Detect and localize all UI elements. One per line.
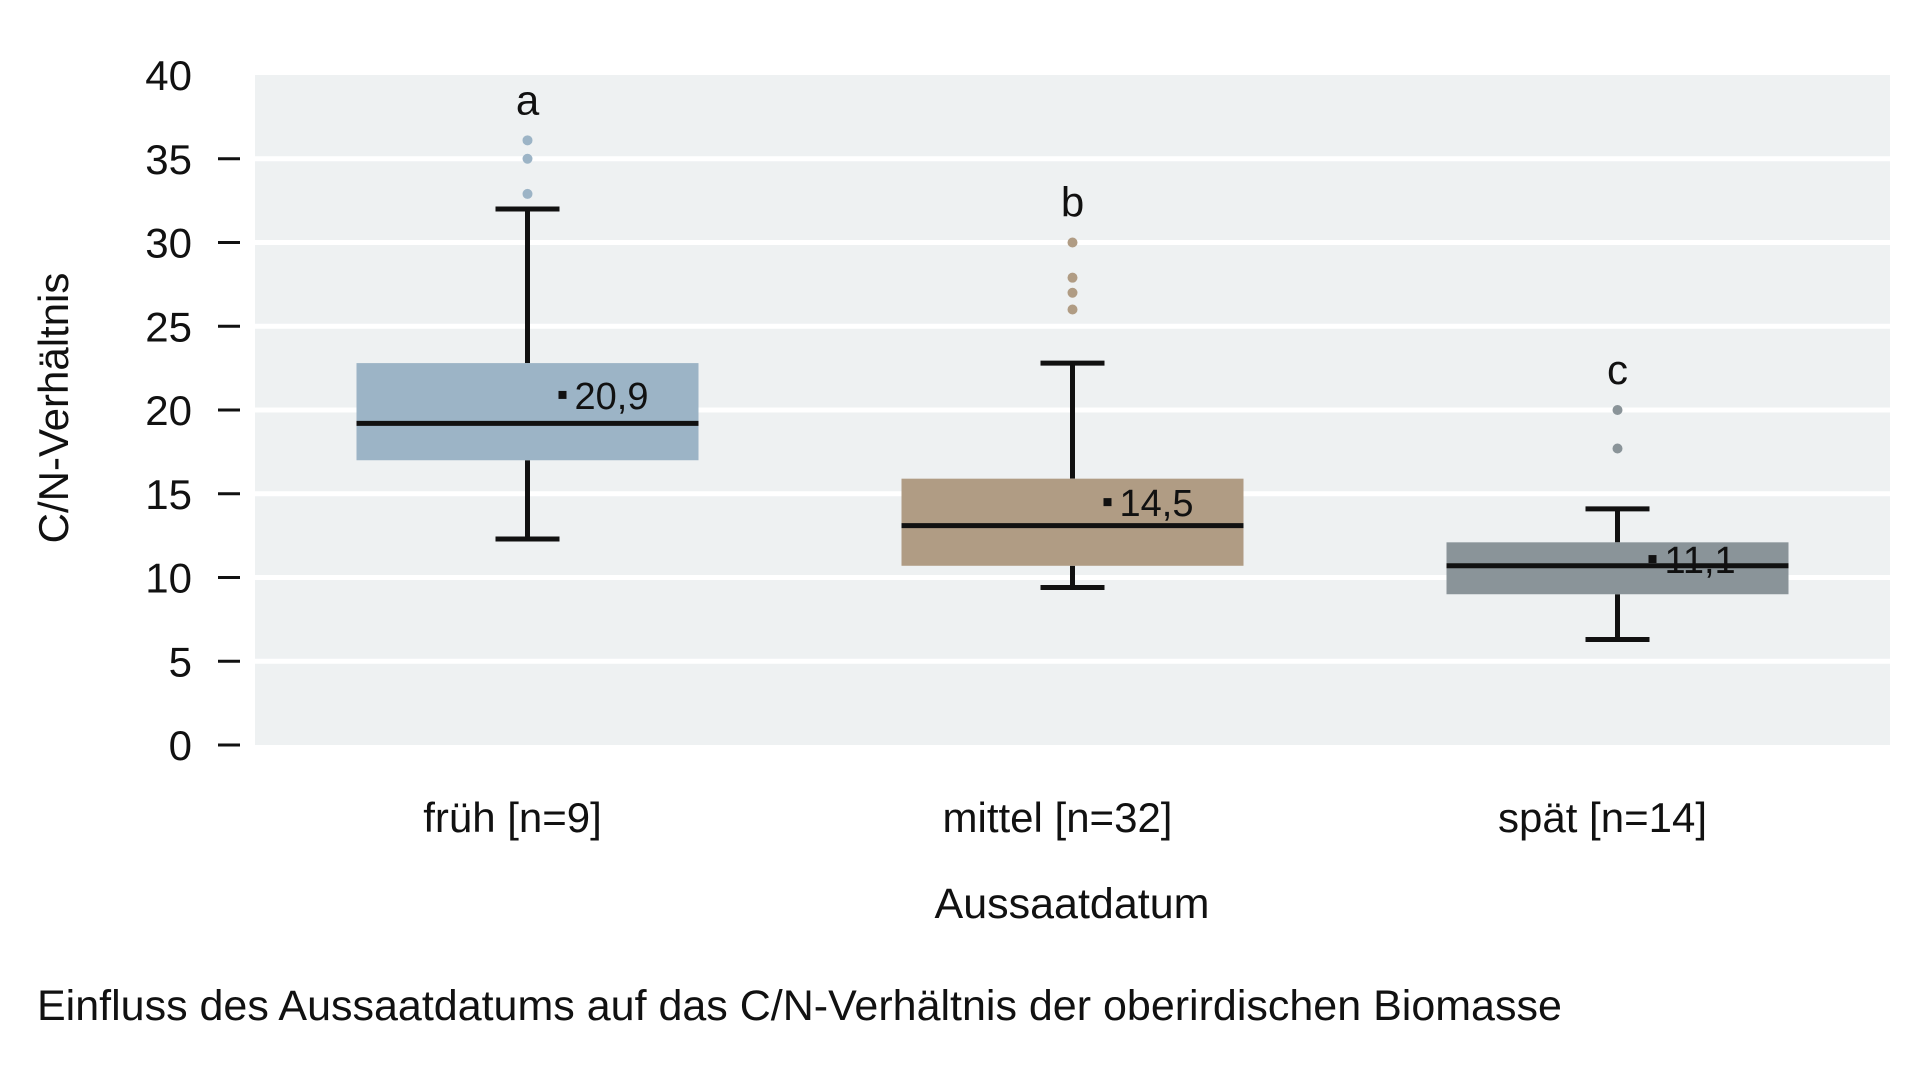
outlier-point (1067, 237, 1078, 248)
y-tick-label: 25 (145, 303, 192, 350)
box-iqr (901, 478, 1244, 566)
y-axis: 0 5 10 15 20 25 30 35 40 (145, 52, 240, 769)
y-tick-label: 10 (145, 555, 192, 602)
y-tick-label: 35 (145, 136, 192, 183)
mean-label: 20,9 (575, 376, 649, 418)
outlier-point (1067, 287, 1078, 298)
y-tick-label: 20 (145, 387, 192, 434)
significance-letter: c (1607, 346, 1628, 393)
mean-label: 14,5 (1120, 483, 1194, 525)
y-tick-label: 15 (145, 471, 192, 518)
mean-marker (558, 390, 567, 399)
y-axis-label: C/N-Verhältnis (30, 273, 77, 544)
significance-letter: b (1061, 179, 1084, 226)
significance-letter: a (516, 76, 540, 123)
box-series: 20,9 a 14,5 b 11,1 c (356, 76, 1789, 642)
box-group: 11,1 c (1446, 346, 1789, 642)
mean-label: 11,1 (1665, 540, 1736, 582)
y-tick-label: 5 (169, 638, 192, 685)
outlier-point (522, 135, 533, 146)
mean-marker (1103, 498, 1112, 507)
x-tick-label: mittel [n=32] (943, 794, 1173, 841)
x-tick-label: früh [n=9] (423, 794, 602, 841)
figure-caption: Einfluss des Aussaatdatums auf das C/N-V… (37, 982, 1562, 1030)
box-group: 20,9 a (356, 76, 699, 542)
outlier-point (1067, 272, 1078, 283)
outlier-point (522, 153, 533, 164)
mean-marker (1648, 555, 1657, 564)
outlier-point (1067, 304, 1078, 315)
x-axis-label: Aussaatdatum (935, 880, 1210, 928)
outlier-point (1612, 443, 1623, 454)
y-tick-label: 0 (169, 722, 192, 769)
outlier-point (1612, 405, 1623, 415)
box-group: 14,5 b (901, 179, 1244, 591)
y-tick-label: 40 (145, 52, 192, 99)
x-tick-label: spät [n=14] (1498, 794, 1707, 841)
box-iqr (356, 363, 699, 461)
box-iqr (1446, 542, 1789, 595)
x-axis: früh [n=9] mittel [n=32] spät [n=14] (423, 794, 1707, 841)
outlier-point (522, 188, 533, 199)
y-tick-label: 30 (145, 220, 192, 267)
